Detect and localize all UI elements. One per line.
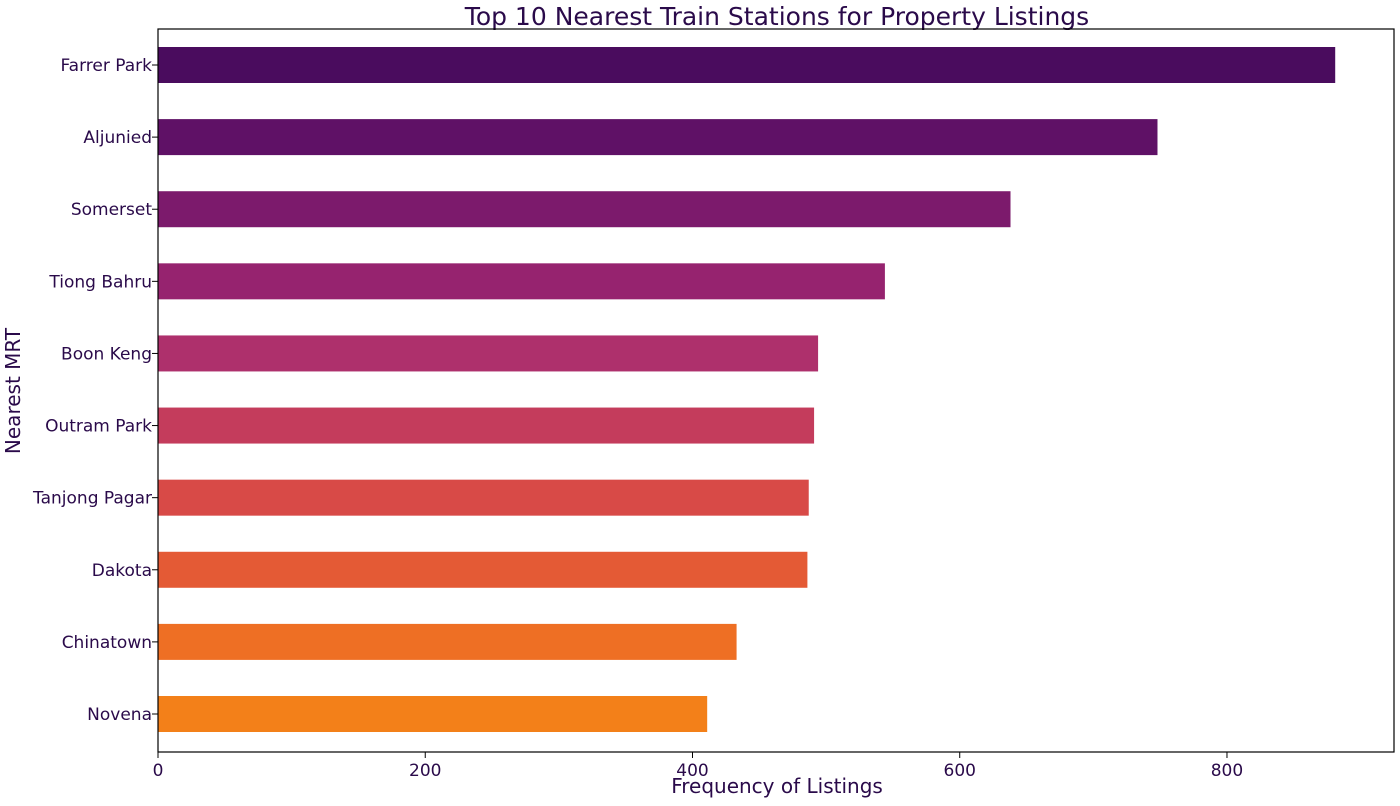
bar-chinatown [158,623,737,660]
bar-outram-park [158,407,815,444]
bar-farrer-park [158,47,1336,83]
x-tick-label: 600 [944,761,976,781]
chart-title: Top 10 Nearest Train Stations for Proper… [464,2,1089,31]
y-ticks-layer: Farrer Park Aljunied Somerset Tiong Bahru Bo… [32,56,158,725]
x-axis-label: Frequency of Listings [671,774,883,798]
y-tick-label: Chinatown [62,633,152,653]
x-tick-label: 400 [676,761,708,781]
y-tick-label: Dakota [92,561,152,581]
y-tick-label: Somerset [71,200,153,220]
y-tick-label: Aljunied [83,128,152,148]
x-ticks-layer: 0 200 400 600 800 [153,752,1243,781]
y-tick-label: Farrer Park [60,56,152,76]
bars-layer [158,47,1336,732]
x-tick-label: 0 [153,761,164,781]
bar-tiong-bahru [158,263,885,300]
bar-boon-keng [158,335,819,372]
y-tick-label: Boon Keng [61,344,152,364]
bar-novena [158,696,708,732]
y-tick-label: Tanjong Pagar [32,489,152,509]
bar-tanjong-pagar [158,479,809,516]
x-tick-label: 800 [1211,761,1243,781]
x-tick-label: 200 [409,761,441,781]
y-tick-label: Tiong Bahru [48,272,152,292]
bar-dakota [158,551,808,588]
bar-aljunied [158,119,1158,156]
plot-frame [157,28,1395,753]
y-tick-label: Outram Park [45,417,152,437]
bar-somerset [158,191,1011,228]
y-tick-label: Novena [87,705,152,725]
y-axis-label: Nearest MRT [1,327,25,454]
